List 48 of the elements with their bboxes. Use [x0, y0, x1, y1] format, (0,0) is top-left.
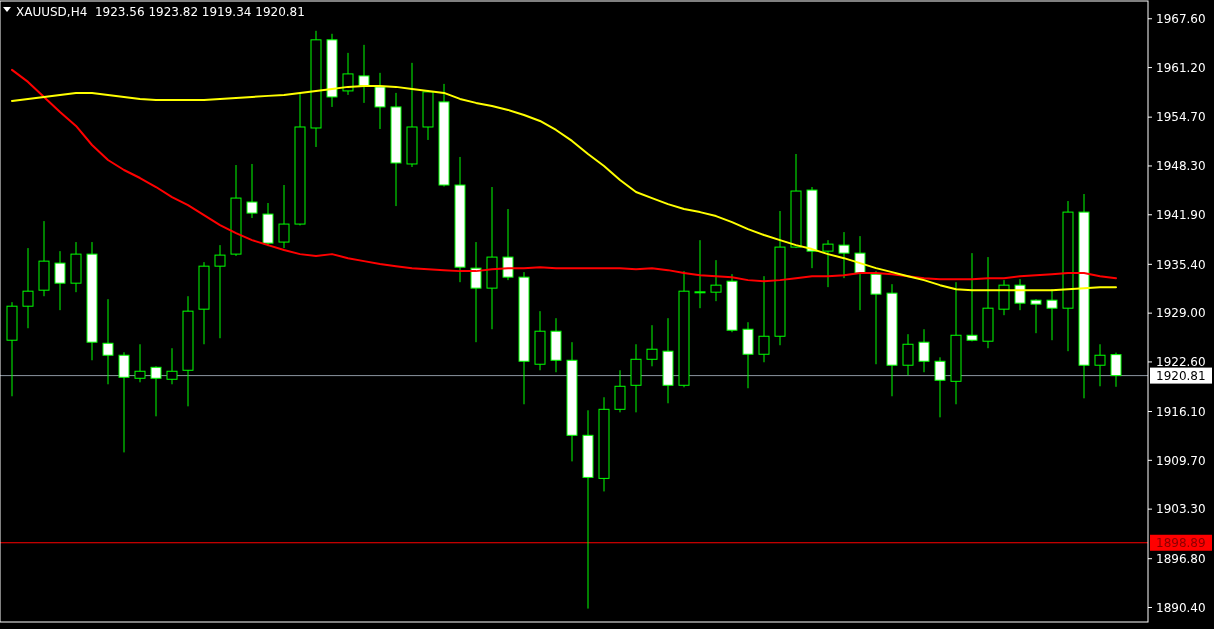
y-tick-label: 1954.70 — [1156, 110, 1206, 125]
candlestick — [22, 247, 34, 329]
y-tick-label: 1896.80 — [1156, 551, 1206, 566]
candlestick — [134, 343, 146, 383]
y-tick-label: 1948.30 — [1156, 159, 1206, 174]
candlestick — [246, 163, 258, 219]
candlestick — [1014, 278, 1026, 311]
y-tick-label: 1935.40 — [1156, 257, 1206, 272]
y-tick-label: 1929.00 — [1156, 306, 1206, 321]
candlestick — [150, 365, 162, 417]
candlestick — [694, 239, 706, 309]
candlestick — [966, 252, 978, 342]
candlestick — [118, 351, 130, 453]
ref-line-label: 1898.89 — [1156, 535, 1206, 550]
y-tick-label: 1916.10 — [1156, 404, 1206, 419]
candlestick — [166, 347, 178, 385]
candlestick — [758, 275, 770, 363]
candlestick — [470, 241, 482, 343]
candlestick — [614, 369, 626, 413]
y-tick-label: 1903.30 — [1156, 502, 1206, 517]
candlestick — [1046, 288, 1058, 341]
y-tick-label: 1890.40 — [1156, 600, 1206, 615]
candlestick — [54, 250, 66, 311]
candlestick — [358, 44, 370, 104]
y-tick-label: 1961.20 — [1156, 60, 1206, 75]
candlestick — [102, 298, 114, 385]
candlestick — [710, 259, 722, 302]
candlestick — [646, 324, 658, 367]
candlestick — [278, 184, 290, 249]
candlestick — [374, 72, 386, 130]
candlestick — [1094, 343, 1106, 387]
y-tick-label: 1922.60 — [1156, 355, 1206, 370]
chart-title: XAUUSD,H4 1923.56 1923.82 1919.34 1920.81 — [16, 5, 305, 19]
y-tick-label: 1967.60 — [1156, 11, 1206, 26]
candlestick — [214, 244, 226, 339]
candlestick — [342, 52, 354, 96]
y-tick-label: 1909.70 — [1156, 453, 1206, 468]
candlestick — [870, 270, 882, 365]
candlestick — [1110, 352, 1122, 388]
candlestick — [934, 356, 946, 418]
ref-line-label: 1920.81 — [1156, 368, 1206, 383]
y-tick-label: 1941.90 — [1156, 207, 1206, 222]
candlestick — [502, 208, 514, 281]
candlestick — [918, 328, 930, 373]
candlestick — [822, 239, 834, 288]
candlestick — [902, 333, 914, 376]
candlestick — [1030, 298, 1042, 334]
candlestick — [838, 231, 850, 279]
